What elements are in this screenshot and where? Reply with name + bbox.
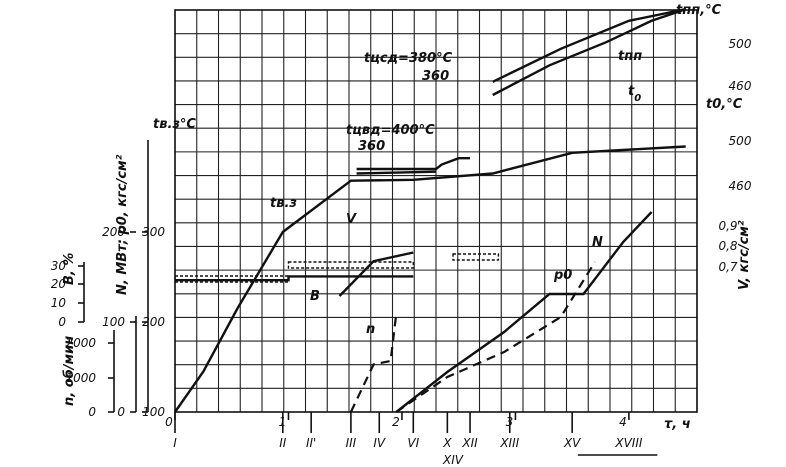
series-5-line — [395, 211, 653, 413]
series-2-line — [356, 170, 437, 175]
right-axis-2-label-2: 0,9 — [718, 219, 737, 233]
left-axis-1-label-0: 0 — [117, 405, 125, 419]
x-tick-2: 2 — [392, 415, 400, 429]
stage-label-2: II' — [306, 436, 316, 450]
N-label: N — [592, 235, 603, 250]
left-axis-3-label-2: 20 — [51, 277, 67, 291]
hatch-band-1 — [287, 261, 415, 269]
stage-label-0: I — [173, 436, 177, 450]
stage-label-8: XIII — [499, 436, 519, 450]
n-label: n — [366, 322, 375, 337]
N-p0-axis-title: N, МВт; p0, кгс/см² — [115, 154, 130, 295]
stage-label-6: X — [442, 436, 452, 450]
right-axis-0-label-0: 460 — [729, 79, 752, 93]
plot-frame — [174, 9, 698, 413]
hatch-band-2 — [452, 253, 500, 261]
t0-axis-title: t0,°С — [706, 97, 743, 112]
V-axis-title: V, кгс/см² — [737, 220, 752, 290]
labels: tпп,°С tпп tцсд=380°С 360 t0 t0,°С tцвд=… — [62, 3, 752, 432]
x-tick-4: 4 — [619, 415, 627, 429]
t-pp-curve-label: tпп — [618, 49, 642, 64]
n-axis-title: n, об/мин — [62, 336, 77, 406]
left-axis-3-label-3: 30 — [51, 259, 67, 273]
right-axis-1-label-0: 460 — [729, 179, 752, 193]
t-csd-label: tцсд=380°С — [364, 51, 453, 66]
t-pp-axis-title: tпп,°С — [676, 3, 722, 18]
series-7-line — [349, 313, 398, 413]
stage-label-11: XVIII — [614, 436, 643, 450]
left-axis-1-label-2: 200 — [102, 225, 125, 239]
right-axis-0-label-1: 500 — [729, 37, 752, 51]
stage-label-7: XII — [461, 436, 478, 450]
hatch-band-0 — [174, 275, 290, 283]
series-8-line — [175, 275, 414, 282]
V-label: V — [346, 212, 357, 227]
series-9-line — [338, 251, 414, 297]
series-3-line — [492, 8, 687, 97]
p0-label: p0 — [553, 268, 572, 283]
right-axis-2-label-0: 0,7 — [718, 260, 737, 274]
t-vz-curve-label: tв.з — [270, 196, 297, 211]
series-360-b-label: 360 — [358, 139, 385, 154]
left-axis-3-label-0: 0 — [58, 315, 66, 329]
stage-label-4: IV — [373, 436, 386, 450]
series-4-line — [492, 8, 686, 83]
series-0-line — [174, 145, 686, 413]
left-axis-2-label-1: 1000 — [65, 371, 96, 385]
series-360-a-label: 360 — [422, 69, 449, 84]
series-1-line — [356, 157, 470, 171]
right-axis-2-label-1: 0,8 — [718, 239, 737, 253]
left-axis-3-label-1: 10 — [51, 296, 67, 310]
left-axis-2-label-2: 2000 — [65, 336, 96, 350]
stage-label-5: VI — [407, 436, 419, 450]
t-cvd-label: tцвд=400°С — [346, 123, 435, 138]
grid — [174, 9, 698, 413]
left-axis-0-label-0: 100 — [142, 405, 165, 419]
stage-label-3: III — [346, 436, 357, 450]
stage-label-10: XV — [563, 436, 581, 450]
curves — [174, 8, 687, 413]
x-tick-0: 0 — [165, 415, 173, 429]
t0-curve-label: t0 — [628, 84, 641, 104]
tau-axis-title: τ, ч — [664, 417, 691, 432]
left-axis-0-label-1: 200 — [142, 315, 165, 329]
left-axis-0-label-2: 300 — [142, 225, 165, 239]
B-label: B — [310, 289, 320, 304]
right-axis-1-label-1: 500 — [729, 134, 752, 148]
t-vz-axis-title: tв.з°С — [153, 117, 196, 132]
B-axis-title: B, % — [62, 253, 77, 285]
stage-label-1: II — [279, 436, 287, 450]
stage-label-9: XIV — [442, 453, 464, 467]
series-6-line — [395, 261, 596, 413]
left-axis-2-label-0: 0 — [88, 405, 96, 419]
left-axis-1-label-1: 100 — [102, 315, 125, 329]
